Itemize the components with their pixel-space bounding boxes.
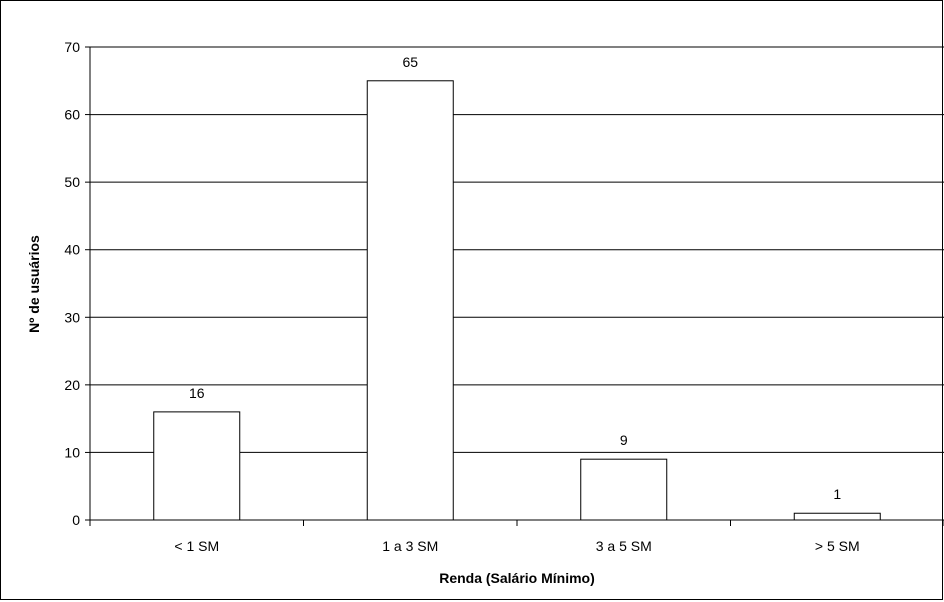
x-tick-label: 3 a 5 SM <box>596 538 652 554</box>
y-tick-label: 70 <box>64 39 80 55</box>
data-label: 1 <box>833 486 841 502</box>
bar <box>153 411 241 521</box>
data-label: 65 <box>402 54 418 70</box>
y-tick-label: 0 <box>72 512 80 528</box>
y-tick-label: 30 <box>64 309 80 325</box>
data-label: 9 <box>620 432 628 448</box>
x-tick-label: 1 a 3 SM <box>382 538 438 554</box>
y-tick-label: 40 <box>64 242 80 258</box>
data-labels: 16 65 9 1 <box>189 54 841 502</box>
bar <box>793 512 881 521</box>
x-tick-labels: < 1 SM 1 a 3 SM 3 a 5 SM > 5 SM <box>174 538 859 554</box>
data-label: 16 <box>189 385 205 401</box>
gridlines <box>90 46 944 453</box>
y-tick-label: 50 <box>64 174 80 190</box>
y-tick-label: 10 <box>64 444 80 460</box>
y-tick-label: 60 <box>64 107 80 123</box>
x-axis-title: Renda (Salário Mínimo) <box>439 570 595 586</box>
y-tick-label: 20 <box>64 377 80 393</box>
y-axis-title: Nº de usuários <box>26 235 42 333</box>
y-tick-labels: 0 10 20 30 40 50 60 70 <box>64 39 80 528</box>
bars <box>153 80 881 521</box>
bar <box>366 80 454 521</box>
bar <box>580 458 668 521</box>
x-tick-label: < 1 SM <box>174 538 219 554</box>
x-tick-label: > 5 SM <box>815 538 860 554</box>
